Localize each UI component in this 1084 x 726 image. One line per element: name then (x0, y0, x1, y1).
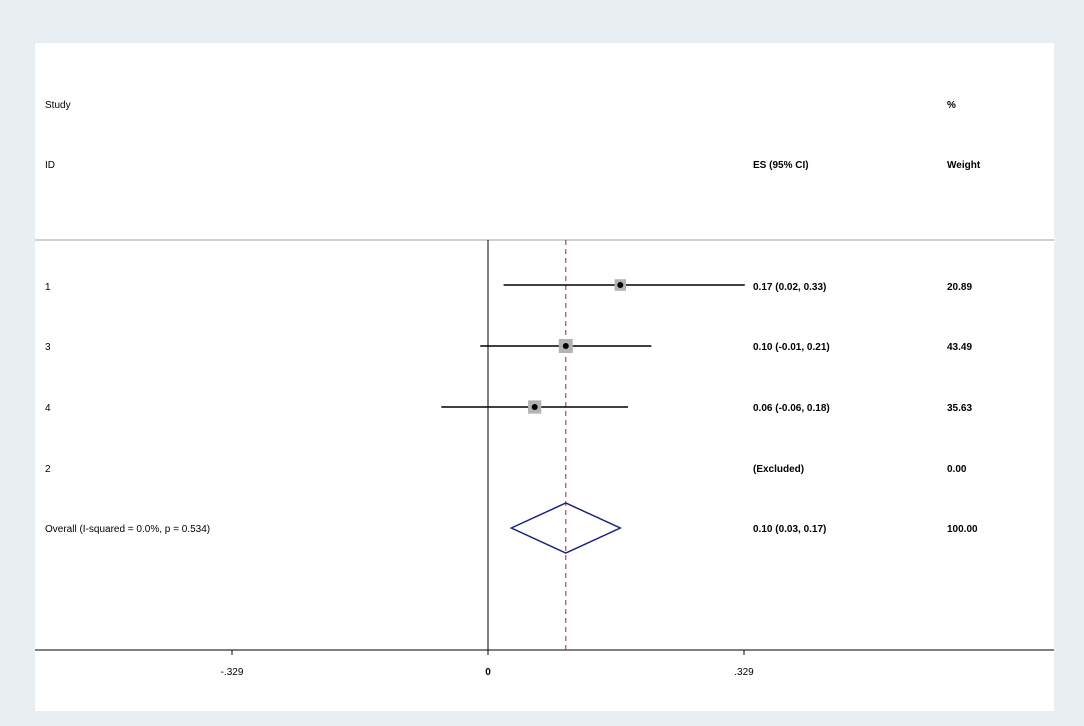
study-row-4: 4 0.06 (-0.06, 0.18) 35.63 (45, 400, 972, 414)
overall-label: Overall (I-squared = 0.0%, p = 0.534) (45, 524, 210, 535)
overall-row: Overall (I-squared = 0.0%, p = 0.534) 0.… (45, 502, 978, 554)
point-estimate (562, 343, 569, 349)
study-id: 1 (45, 282, 51, 293)
study-row-3: 3 0.10 (-0.01, 0.21) 43.49 (45, 339, 972, 353)
point-estimate (531, 404, 538, 410)
header-study: Study (45, 100, 71, 111)
es-ci-text: 0.06 (-0.06, 0.18) (753, 403, 830, 414)
study-id: 3 (45, 342, 51, 353)
forest-plot: Study ID ES (95% CI) % Weight 1 0.17 (0.… (35, 100, 1054, 678)
x-tick-label: .329 (734, 667, 754, 678)
es-ci-text: 0.17 (0.02, 0.33) (753, 282, 826, 293)
weight-text: 20.89 (947, 282, 972, 293)
header-id: ID (45, 160, 55, 171)
es-ci-text: (Excluded) (753, 464, 804, 475)
x-axis-ticks: -.329 0 .329 (221, 650, 754, 678)
x-tick-label: -.329 (221, 667, 244, 678)
study-id: 2 (45, 464, 51, 475)
header-es-ci: ES (95% CI) (753, 160, 809, 171)
overall-diamond (509, 502, 623, 554)
overall-weight-text: 100.00 (947, 524, 978, 535)
study-id: 4 (45, 403, 51, 414)
study-row-2: 2 (Excluded) 0.00 (45, 464, 967, 475)
header-percent: % (947, 100, 956, 111)
point-estimate (617, 282, 624, 288)
es-ci-text: 0.10 (-0.01, 0.21) (753, 342, 830, 353)
overall-es-text: 0.10 (0.03, 0.17) (753, 524, 826, 535)
weight-text: 43.49 (947, 342, 972, 353)
plot-panel: Study ID ES (95% CI) % Weight 1 0.17 (0.… (35, 43, 1054, 711)
weight-text: 35.63 (947, 403, 972, 414)
study-row-1: 1 0.17 (0.02, 0.33) 20.89 (45, 279, 972, 293)
header-weight: Weight (947, 160, 981, 171)
weight-text: 0.00 (947, 464, 967, 475)
x-tick-label: 0 (485, 667, 491, 678)
